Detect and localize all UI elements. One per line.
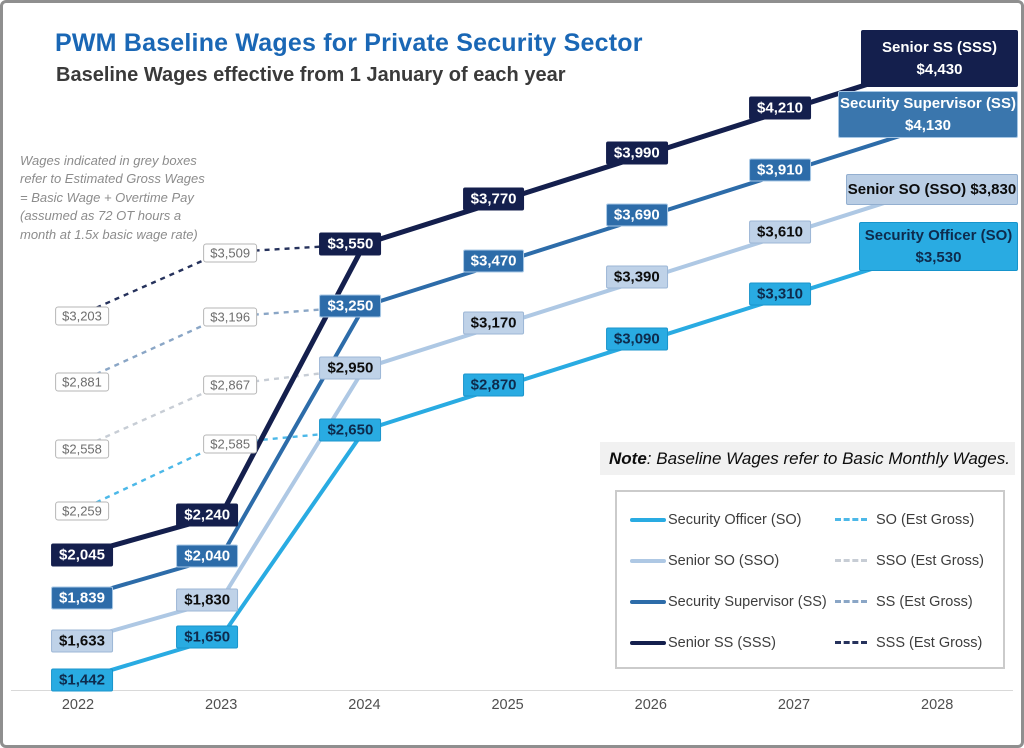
est-value-label-SS: $2,881 bbox=[55, 372, 109, 392]
legend-dashed-swatch-SSS bbox=[835, 641, 867, 644]
legend-label-SSS: Senior SS (SSS) bbox=[668, 634, 776, 651]
value-label-SS: $3,690 bbox=[605, 203, 668, 227]
value-label-SSO: $1,633 bbox=[51, 629, 113, 652]
legend-label-SS: Security Supervisor (SS) bbox=[668, 593, 827, 610]
value-label-SO: $1,442 bbox=[51, 668, 113, 692]
legend-label-SSS-est: SSS (Est Gross) bbox=[876, 634, 983, 651]
legend-dashed-swatch-SS bbox=[835, 600, 867, 603]
x-axis-label: 2024 bbox=[348, 697, 381, 713]
value-label-SO: $3,090 bbox=[605, 327, 668, 351]
gross-wage-annotation: Wages indicated in grey boxes refer to E… bbox=[20, 153, 205, 242]
est-value-label-SSS: $3,203 bbox=[55, 306, 109, 326]
legend-col2: SO (Est Gross) bbox=[835, 512, 974, 528]
value-label-SS: $3,910 bbox=[749, 158, 811, 182]
value-label-SSS: $3,990 bbox=[605, 141, 668, 165]
value-label-SSS: $2,045 bbox=[51, 543, 113, 567]
legend-solid-swatch-SSS bbox=[630, 640, 666, 645]
value-label-SSO: $1,830 bbox=[176, 588, 239, 612]
legend: Security Officer (SO) SO (Est Gross) Senio… bbox=[615, 490, 1005, 669]
est-value-label-SSO: $2,558 bbox=[55, 439, 109, 459]
end-label-value: $4,130 bbox=[905, 116, 951, 134]
value-label-SSS: $4,210 bbox=[749, 96, 811, 120]
value-label-SSO: $3,610 bbox=[749, 220, 811, 244]
x-axis-line bbox=[11, 690, 1013, 691]
value-label-SO: $3,310 bbox=[749, 282, 811, 306]
value-label-SS: $3,470 bbox=[462, 249, 525, 273]
est-line-SS bbox=[77, 304, 365, 384]
legend-col2: SSO (Est Gross) bbox=[835, 553, 984, 569]
value-label-SS: $1,839 bbox=[51, 586, 113, 610]
est-value-label-SS: $3,196 bbox=[203, 307, 258, 327]
value-label-SSO: $2,950 bbox=[319, 356, 382, 380]
legend-col2: SS (Est Gross) bbox=[835, 594, 973, 610]
x-axis-label: 2028 bbox=[921, 697, 954, 713]
legend-row: Security Officer (SO) SO (Est Gross) bbox=[617, 499, 1003, 540]
legend-solid-swatch-SSO bbox=[630, 558, 666, 563]
note-label: Note bbox=[609, 448, 647, 468]
legend-label-SO-est: SO (Est Gross) bbox=[876, 511, 975, 528]
legend-label-SSO-est: SSO (Est Gross) bbox=[876, 552, 984, 569]
page-subtitle: Baseline Wages effective from 1 January … bbox=[56, 64, 566, 86]
end-label-title: Security Supervisor (SS) bbox=[840, 94, 1016, 112]
end-label-value: $4,430 bbox=[916, 60, 963, 78]
legend-solid-swatch-SS bbox=[630, 599, 666, 604]
value-label-SSS: $3,550 bbox=[319, 232, 382, 256]
value-label-SS: $2,040 bbox=[176, 544, 239, 568]
est-line-SSO bbox=[77, 366, 365, 451]
value-label-SO: $1,650 bbox=[176, 625, 239, 649]
note-strip: Note: Baseline Wages refer to Basic Mont… bbox=[600, 442, 1015, 475]
legend-row: Senior SO (SSO) SSO (Est Gross) bbox=[617, 540, 1003, 581]
page-title: PWM Baseline Wages for Private Security … bbox=[55, 29, 643, 57]
legend-dashed-swatch-SSO bbox=[835, 559, 867, 562]
end-label-title: Senior SS (SSS) bbox=[881, 38, 998, 56]
end-label-SO: Security Officer (SO) $3,530 bbox=[859, 222, 1018, 271]
legend-label-SO: Security Officer (SO) bbox=[668, 511, 802, 528]
value-label-SO: $2,650 bbox=[319, 418, 382, 442]
x-axis-label: 2025 bbox=[491, 697, 524, 713]
legend-solid-swatch-SO bbox=[630, 517, 666, 522]
x-axis-label: 2023 bbox=[205, 697, 238, 713]
legend-row: Senior SS (SSS) SSS (Est Gross) bbox=[617, 622, 1003, 663]
est-value-label-SO: $2,585 bbox=[203, 434, 258, 454]
value-label-SSO: $3,390 bbox=[605, 265, 668, 289]
end-label-SSS: Senior SS (SSS) $4,430 bbox=[861, 30, 1018, 87]
value-label-SSS: $3,770 bbox=[462, 187, 525, 211]
est-value-label-SO: $2,259 bbox=[55, 501, 109, 521]
legend-label-SSO: Senior SO (SSO) bbox=[668, 552, 780, 569]
note-text: : Baseline Wages refer to Basic Monthly … bbox=[646, 448, 1010, 468]
value-label-SS: $3,250 bbox=[319, 294, 382, 318]
legend-label-SS-est: SS (Est Gross) bbox=[876, 593, 973, 610]
x-axis-label: 2022 bbox=[61, 697, 95, 713]
x-axis-label: 2026 bbox=[634, 697, 667, 713]
legend-col2: SSS (Est Gross) bbox=[835, 635, 982, 651]
value-label-SO: $2,870 bbox=[462, 373, 525, 397]
end-label-SS: Security Supervisor (SS) $4,130 bbox=[838, 91, 1018, 138]
value-label-SSS: $2,240 bbox=[176, 503, 239, 527]
value-label-SSO: $3,170 bbox=[462, 311, 525, 335]
legend-dashed-swatch-SO bbox=[835, 518, 867, 521]
end-label-title: Security Officer (SO) bbox=[864, 226, 1013, 244]
end-label-value: $3,530 bbox=[915, 248, 962, 266]
est-value-label-SSS: $3,509 bbox=[203, 243, 258, 263]
est-value-label-SSO: $2,867 bbox=[203, 375, 258, 395]
est-line-SSS bbox=[77, 242, 365, 317]
end-label-SSO: Senior SO (SSO) $3,830 bbox=[846, 174, 1018, 205]
x-axis-label: 2027 bbox=[777, 697, 811, 713]
legend-row: Security Supervisor (SS) SS (Est Gross) bbox=[617, 581, 1003, 622]
est-line-SO bbox=[77, 428, 365, 513]
